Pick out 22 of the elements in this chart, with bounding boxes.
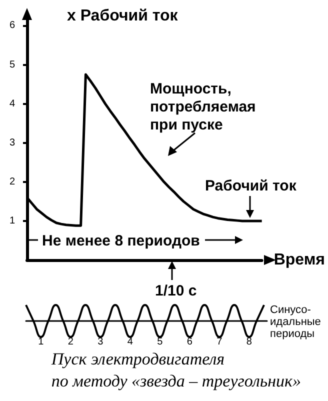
x-tick-label: 6 xyxy=(186,336,193,348)
annotation: Рабочий ток xyxy=(205,178,297,194)
text: Пуск электродвигателя по методу «звезда – треугольник» xyxy=(50,350,302,390)
y-tick-label: 2 xyxy=(9,176,16,188)
annotation: Мощность, потребляемая при пуске xyxy=(150,80,256,134)
x-tick-label: 5 xyxy=(157,336,164,348)
y-tick-label: 5 xyxy=(9,59,16,70)
text: Синусо- идальные периоды xyxy=(270,304,321,340)
x-tick-label: 1 xyxy=(38,336,44,348)
y-axis-title: x Рабочий ток xyxy=(67,7,179,24)
annotation: Не менее 8 периодов xyxy=(42,232,200,250)
y-tick-label: 4 xyxy=(9,98,16,110)
y-tick-label: 3 xyxy=(9,137,16,148)
x-tick-label: 7 xyxy=(216,336,223,348)
x-axis-title: Время xyxy=(274,252,325,268)
x-tick-label: 4 xyxy=(127,336,134,348)
text: 1/10 с xyxy=(155,282,197,300)
x-tick-label: 3 xyxy=(98,336,104,348)
x-tick-label: 2 xyxy=(68,336,74,348)
y-tick-label: 1 xyxy=(9,215,16,226)
x-tick-label: 8 xyxy=(246,336,252,348)
y-tick-label: 6 xyxy=(9,20,16,32)
